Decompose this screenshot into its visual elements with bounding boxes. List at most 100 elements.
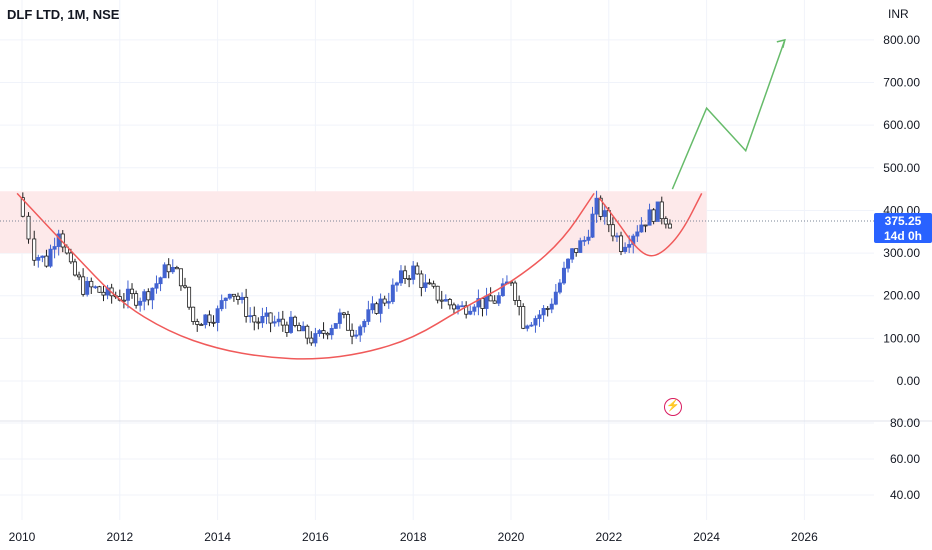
chart-title: DLF LTD, 1M, NSE bbox=[7, 7, 120, 22]
candle-body bbox=[635, 231, 640, 237]
candle-body bbox=[345, 314, 350, 331]
candle-body bbox=[451, 304, 456, 310]
x-tick-label: 2022 bbox=[595, 530, 622, 544]
candle-body bbox=[130, 288, 135, 295]
candle-body bbox=[533, 318, 538, 326]
candle-body bbox=[52, 246, 57, 250]
candle-body bbox=[517, 300, 522, 307]
candle-body bbox=[252, 315, 257, 323]
candle-body bbox=[276, 318, 281, 323]
candle-body bbox=[574, 248, 579, 253]
candle-body bbox=[358, 326, 363, 336]
candle-body bbox=[643, 224, 648, 227]
candle-body bbox=[89, 280, 94, 288]
candle-body bbox=[337, 312, 342, 324]
x-tick-label: 2020 bbox=[498, 530, 525, 544]
candle-body bbox=[280, 318, 285, 326]
candle-body bbox=[187, 286, 192, 308]
candle-body bbox=[333, 323, 338, 329]
candle-body bbox=[36, 257, 41, 261]
candle-body bbox=[419, 273, 424, 289]
candle-body bbox=[594, 197, 599, 215]
candle-body bbox=[623, 246, 628, 252]
candle-body bbox=[313, 333, 318, 344]
candle-body bbox=[537, 314, 542, 319]
y-tick-label: 100.00 bbox=[883, 331, 920, 345]
candle-body bbox=[492, 300, 497, 304]
candle-body bbox=[366, 309, 371, 322]
candle-body bbox=[154, 283, 159, 289]
x-tick-label: 2016 bbox=[302, 530, 329, 544]
candle-body bbox=[468, 310, 473, 315]
last-price-value: 375.25 bbox=[884, 214, 922, 228]
candle-body bbox=[72, 261, 77, 276]
candle-body bbox=[598, 197, 603, 217]
candle-body bbox=[329, 327, 334, 336]
candle-body bbox=[378, 298, 383, 314]
candle-body bbox=[443, 299, 448, 302]
candle-body bbox=[557, 282, 562, 293]
x-tick-label: 2014 bbox=[204, 530, 231, 544]
y-tick-label: 600.00 bbox=[883, 118, 920, 132]
candle-body bbox=[219, 300, 224, 310]
candle-body bbox=[415, 265, 420, 275]
candle-body bbox=[390, 284, 395, 302]
candle-body bbox=[431, 283, 436, 287]
candle-body bbox=[427, 282, 432, 285]
candle-body bbox=[639, 224, 644, 233]
candle-body bbox=[77, 274, 82, 278]
candle-body bbox=[85, 280, 90, 295]
lightning-icon[interactable]: ⚡ bbox=[664, 398, 682, 416]
candle-body bbox=[407, 278, 412, 281]
candle-body bbox=[191, 306, 196, 322]
candle-body bbox=[317, 330, 322, 334]
candle-body bbox=[341, 312, 346, 315]
y-tick-label: 60.00 bbox=[890, 452, 920, 466]
candle-body bbox=[178, 268, 183, 287]
candle-body bbox=[207, 314, 212, 323]
candle-body bbox=[382, 298, 387, 304]
last-price-tag: 375.25 14d 0h bbox=[874, 213, 932, 243]
candle-body bbox=[272, 321, 277, 324]
candle-body bbox=[403, 270, 408, 280]
candle-body bbox=[447, 299, 452, 306]
candle-body bbox=[134, 293, 139, 306]
candle-body bbox=[268, 312, 273, 324]
candle-body bbox=[170, 267, 175, 273]
y-tick-label: 0.00 bbox=[897, 374, 921, 388]
candle-body bbox=[235, 295, 240, 300]
candle-body bbox=[354, 334, 359, 337]
candle-body bbox=[264, 312, 269, 317]
candle-body bbox=[362, 321, 367, 328]
candle-body bbox=[484, 295, 489, 309]
candle-body bbox=[244, 296, 249, 317]
candle-body bbox=[386, 301, 391, 304]
candle-body bbox=[423, 282, 428, 289]
candle-body bbox=[370, 303, 375, 311]
candle-body bbox=[93, 286, 98, 289]
candle-body bbox=[500, 283, 505, 297]
candle-body bbox=[199, 324, 204, 326]
candle-body bbox=[398, 270, 403, 284]
candle-body bbox=[663, 218, 668, 225]
candle-body bbox=[561, 267, 566, 284]
candle-body bbox=[138, 300, 143, 306]
y-tick-label: 300.00 bbox=[883, 246, 920, 260]
x-tick-label: 2018 bbox=[400, 530, 427, 544]
candle-body bbox=[439, 299, 444, 302]
candle-body bbox=[627, 244, 632, 248]
candle-body bbox=[525, 325, 530, 329]
y-tick-label: 500.00 bbox=[883, 161, 920, 175]
candle-body bbox=[435, 285, 440, 301]
candle-body bbox=[150, 287, 155, 301]
candle-body bbox=[655, 201, 660, 222]
candle-body bbox=[32, 238, 37, 261]
candle-body bbox=[288, 316, 293, 333]
candle-body bbox=[456, 305, 461, 310]
handle-curve bbox=[598, 193, 703, 257]
currency-label: INR bbox=[888, 7, 909, 21]
candle-body bbox=[211, 321, 216, 324]
candle-body bbox=[619, 235, 624, 252]
candle-body bbox=[529, 324, 534, 327]
